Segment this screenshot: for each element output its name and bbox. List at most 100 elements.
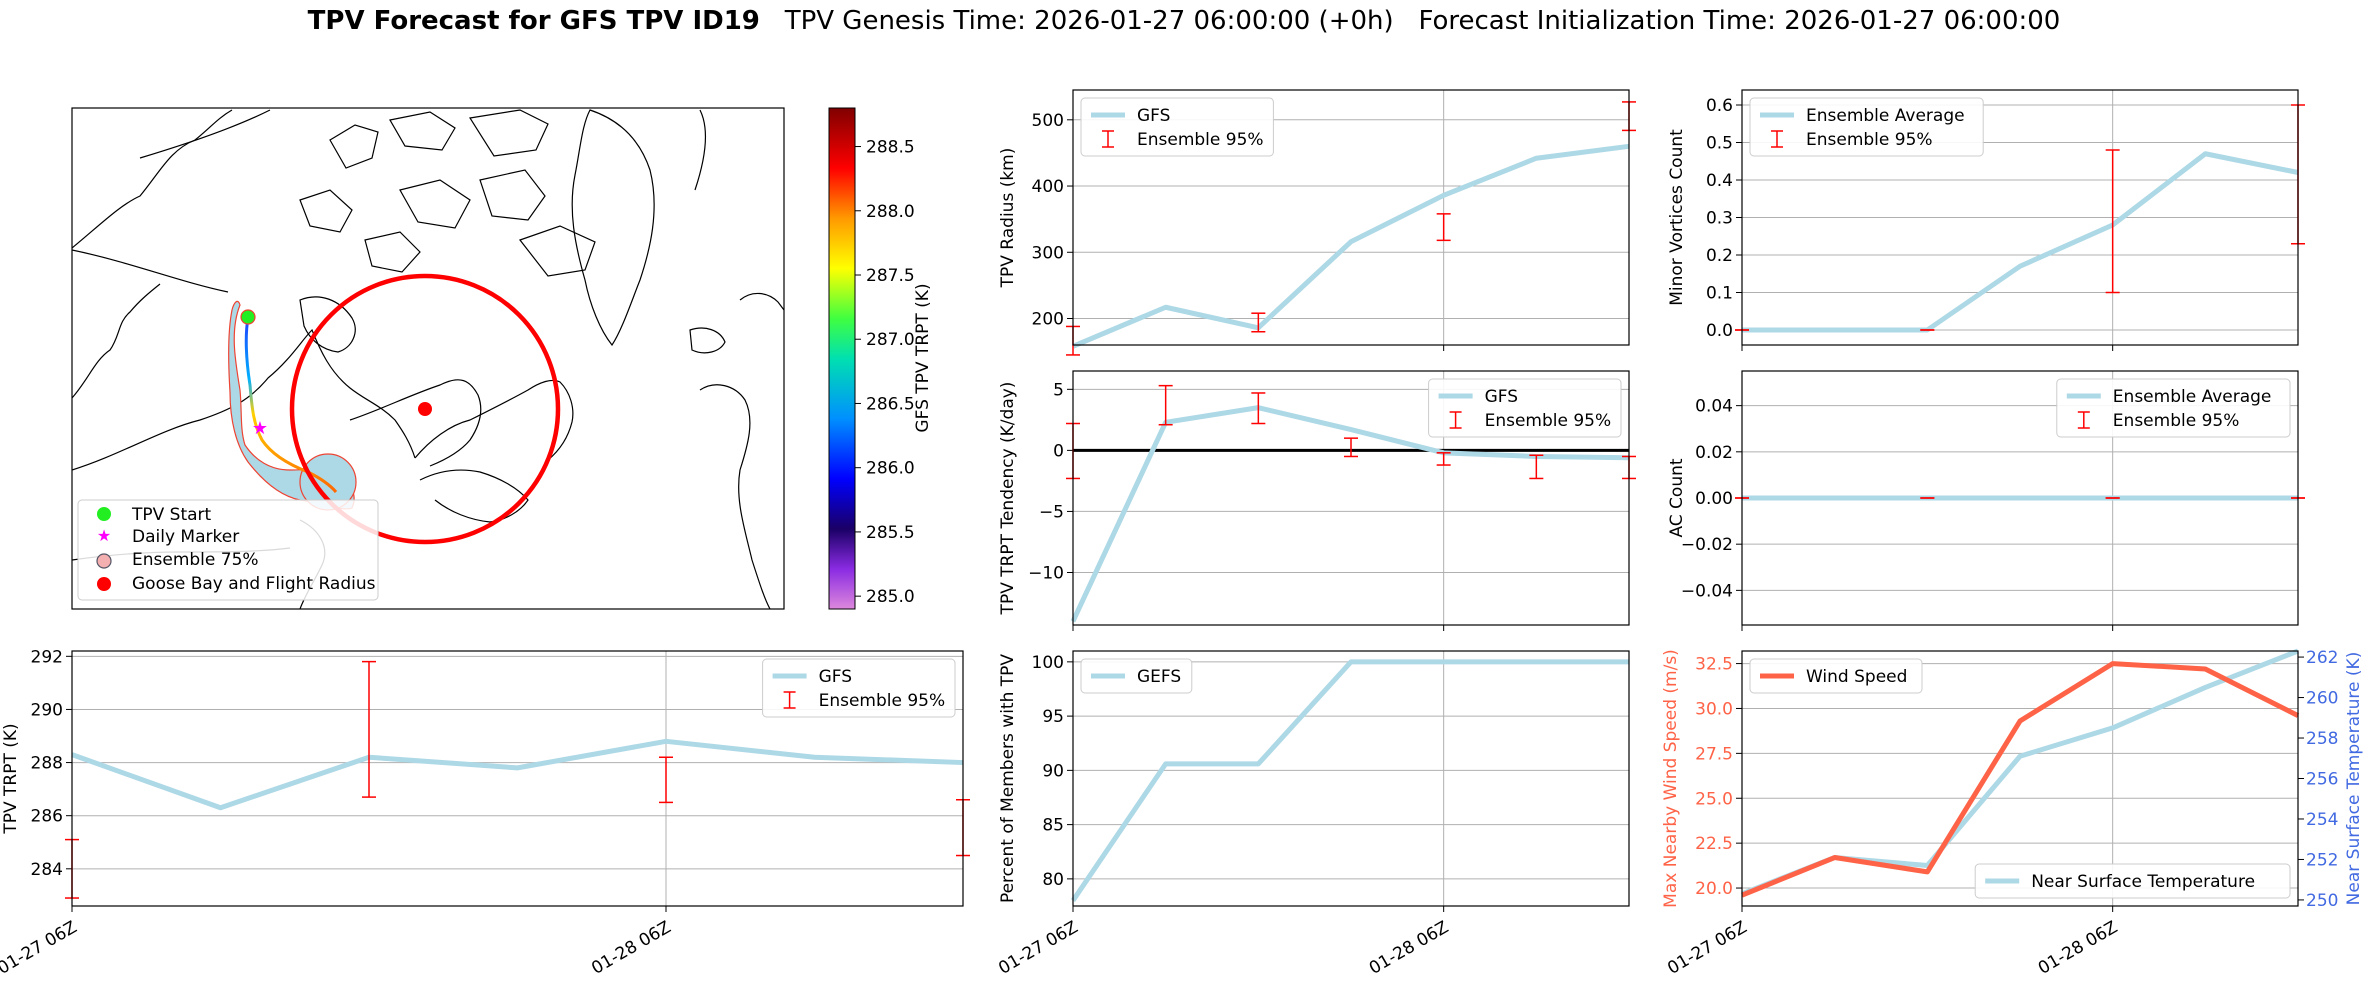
legend: Ensemble Average Ensemble 95% — [2056, 378, 2291, 438]
y-axis-label: TPV Radius (km) — [998, 148, 1018, 289]
errorbar — [1436, 213, 1451, 242]
y-tick-label: 0.0 — [1706, 321, 1733, 341]
y2-tick-label: 262 — [2306, 648, 2338, 668]
y-tick-label: 25.0 — [1695, 789, 1733, 809]
map-legend: ★ TPV Start Daily Marker Ensemble 75% Go… — [77, 499, 379, 601]
y-tick-label: −5 — [1039, 502, 1064, 522]
goose-bay-marker — [418, 402, 432, 416]
y-tick-label: 5 — [1053, 380, 1064, 400]
plot-frame — [1741, 89, 2299, 346]
chart-ac: −0.04 −0.02 0.00 0.02 0.04 AC Count Ensemble A… — [1667, 370, 2305, 631]
legend-label: Ensemble 95% — [2113, 411, 2240, 431]
y-tick-label: 200 — [1032, 310, 1064, 330]
legend: GFS Ensemble 95% — [762, 658, 956, 718]
legend-ensemble-75: Ensemble 75% — [132, 550, 259, 570]
y-tick-label: 80 — [1042, 870, 1064, 890]
y-axis-label: Percent of Members with TPV — [998, 654, 1018, 903]
y-tick-label: 284 — [31, 860, 63, 880]
legend-tpv-start: TPV Start — [131, 505, 212, 525]
series-line-wind — [1741, 661, 2300, 898]
y2-axis-label: Near Surface Temperature (K) — [2344, 652, 2364, 906]
y-tick-label: 286 — [31, 807, 63, 827]
y-tick-label: 95 — [1042, 707, 1064, 727]
y-tick-label: 100 — [1032, 653, 1064, 673]
y-tick-label: 290 — [31, 700, 63, 720]
y-tick-label: 0.02 — [1695, 443, 1733, 463]
y-tick-label: 292 — [31, 647, 63, 667]
legend: GFS Ensemble 95% — [1428, 378, 1622, 438]
y-tick-label: 27.5 — [1695, 744, 1733, 764]
y-tick-label: −0.04 — [1681, 581, 1733, 601]
colorbar: 285.0 285.5 286.0 286.5 287.0 287.5 288.0 288.5… — [828, 107, 933, 610]
plot-frame — [1072, 650, 1630, 907]
legend: Wind Speed — [1749, 658, 1923, 694]
y-tick-label: 400 — [1032, 177, 1064, 197]
y-axis-label: Minor Vortices Count — [1667, 129, 1687, 306]
y-tick-label: −0.02 — [1681, 535, 1733, 555]
figure-title: TPV Forecast for GFS TPV ID19 TPV Genesi… — [0, 6, 2368, 36]
tpv-track — [244, 317, 338, 493]
legend-label: Near Surface Temperature — [2031, 872, 2255, 892]
y2-tick-label: 254 — [2306, 810, 2338, 830]
plot-frame — [1741, 370, 2299, 626]
y-tick-label: 0 — [1053, 441, 1064, 461]
series-line-radius — [1072, 143, 1630, 349]
title-bold: TPV Forecast for GFS TPV ID19 — [307, 6, 760, 36]
legend-box — [2056, 378, 2291, 438]
x-tick-label: 01-28 06Z — [2035, 917, 2121, 978]
chart-tendency: −10 −5 0 5 TPV TRPT Tendency (K/day) GFS Ensem… — [998, 370, 1636, 631]
errorbar — [1251, 312, 1266, 333]
y-tick-label: 288 — [31, 754, 63, 774]
legend: GEFS — [1080, 658, 1193, 694]
series-line-trpt — [71, 738, 964, 811]
legend: Near Surface Temperature — [1974, 863, 2291, 899]
y-tick-label: 30.0 — [1695, 699, 1733, 719]
errorbar — [2105, 149, 2120, 294]
y2-tick-label: 250 — [2306, 891, 2338, 911]
title-genesis: TPV Genesis Time: 2026-01-27 06:00:00 (+… — [784, 6, 1394, 36]
legend-label: GFS — [1137, 106, 1170, 126]
legend-label: Ensemble 95% — [1806, 130, 1933, 150]
plot-frame — [1072, 89, 1630, 346]
y-axis-label: Max Nearby Wind Speed (m/s) — [1661, 649, 1681, 908]
legend-label: Ensemble Average — [1806, 106, 1965, 126]
y-tick-label: 0.2 — [1706, 246, 1733, 266]
legend-label: Wind Speed — [1806, 667, 1907, 687]
series-line-minor — [1742, 151, 2299, 333]
legend-label: Ensemble 95% — [1485, 411, 1612, 431]
errorbar — [1158, 384, 1173, 426]
y2-tick-label: 258 — [2306, 729, 2338, 749]
y2-tick-label: 256 — [2306, 770, 2338, 790]
y-tick-label: 22.5 — [1695, 834, 1733, 854]
y-tick-label: 0.04 — [1695, 397, 1733, 417]
y-axis-label: TPV TRPT Tendency (K/day) — [998, 382, 1018, 616]
flight-radius-circle — [289, 273, 561, 545]
errorbar — [1436, 452, 1451, 466]
colorbar-tick-label: 288.0 — [866, 202, 915, 222]
x-tick-label: 01-27 06Z — [995, 917, 1081, 978]
colorbar-tick-label: 288.5 — [866, 138, 915, 158]
legend-label: Ensemble 95% — [1137, 130, 1264, 150]
colorbar-tick-label: 285.5 — [866, 523, 915, 543]
legend-label: GEFS — [1137, 667, 1181, 687]
series-line-members — [1070, 659, 1629, 902]
y-tick-label: 32.5 — [1695, 655, 1733, 675]
plot-frame — [1072, 370, 1630, 626]
title-init: Forecast Initialization Time: 2026-01-27… — [1418, 6, 2061, 36]
y-tick-label: 0.5 — [1706, 134, 1733, 154]
legend-label: GFS — [819, 667, 852, 687]
y2-tick-label: 260 — [2306, 689, 2338, 709]
map-panel: ★ ★ TPV Start Daily Marker Ensemble 75% … — [71, 107, 933, 610]
svg-text:★: ★ — [97, 526, 111, 545]
x-tick-label: 01-27 06Z — [1664, 917, 1750, 978]
chart-wind: 20.0 22.5 25.0 27.5 30.0 32.5 01-27 06Z 01-28 0… — [1661, 648, 2364, 979]
chart-members: 80 85 90 95 100 01-27 06Z 01-28 06Z Percent of … — [995, 650, 1630, 979]
x-tick-label: 01-28 06Z — [1366, 917, 1452, 978]
legend-box — [762, 658, 956, 718]
legend-label: Ensemble 95% — [819, 691, 946, 711]
errorbar — [1251, 392, 1266, 425]
y-tick-label: 0.4 — [1706, 171, 1733, 191]
y-tick-label: 85 — [1042, 816, 1064, 836]
colorbar-tick-label: 286.0 — [866, 459, 915, 479]
